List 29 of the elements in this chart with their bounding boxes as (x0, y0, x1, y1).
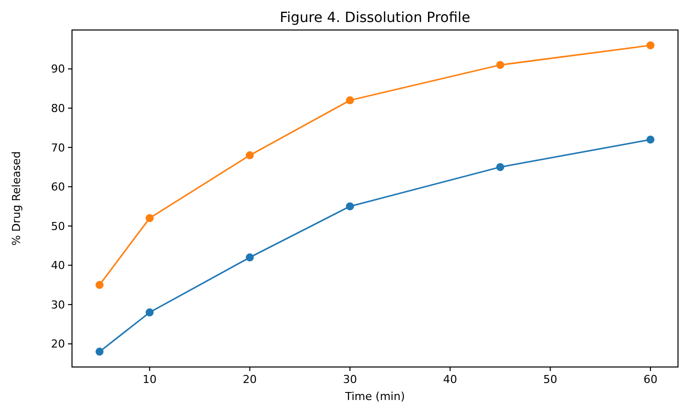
y-tick-label: 30 (51, 298, 65, 312)
point (346, 96, 354, 104)
point (96, 280, 104, 289)
chart-title: Figure 4. Dissolution Profile (280, 10, 470, 26)
y-tick-label: 90 (51, 62, 65, 76)
point (646, 136, 654, 144)
y-tick-label: 20 (51, 338, 65, 351)
point (246, 253, 254, 262)
point (496, 163, 504, 172)
x-tick-label: 40 (443, 373, 458, 386)
point (146, 214, 154, 222)
y-tick-label: 40 (51, 259, 65, 272)
y-tick-label: 50 (51, 220, 65, 233)
point (246, 151, 254, 160)
point (346, 202, 354, 210)
point (96, 348, 104, 356)
x-tick-label: 60 (643, 373, 658, 386)
y-tick-label: 70 (51, 141, 65, 154)
point (646, 41, 654, 50)
point (146, 308, 154, 316)
point (496, 60, 504, 69)
y-tick-label: 60 (51, 180, 65, 194)
x-tick-label: 10 (142, 373, 157, 386)
x-axis-title: Time (min) (344, 390, 405, 403)
y-axis-title: % Drug Released (10, 151, 23, 246)
x-tick-label: 20 (242, 373, 257, 386)
y-tick-label: 80 (51, 102, 65, 116)
x-tick-label: 50 (543, 373, 558, 386)
x-tick-label: 30 (342, 373, 357, 386)
